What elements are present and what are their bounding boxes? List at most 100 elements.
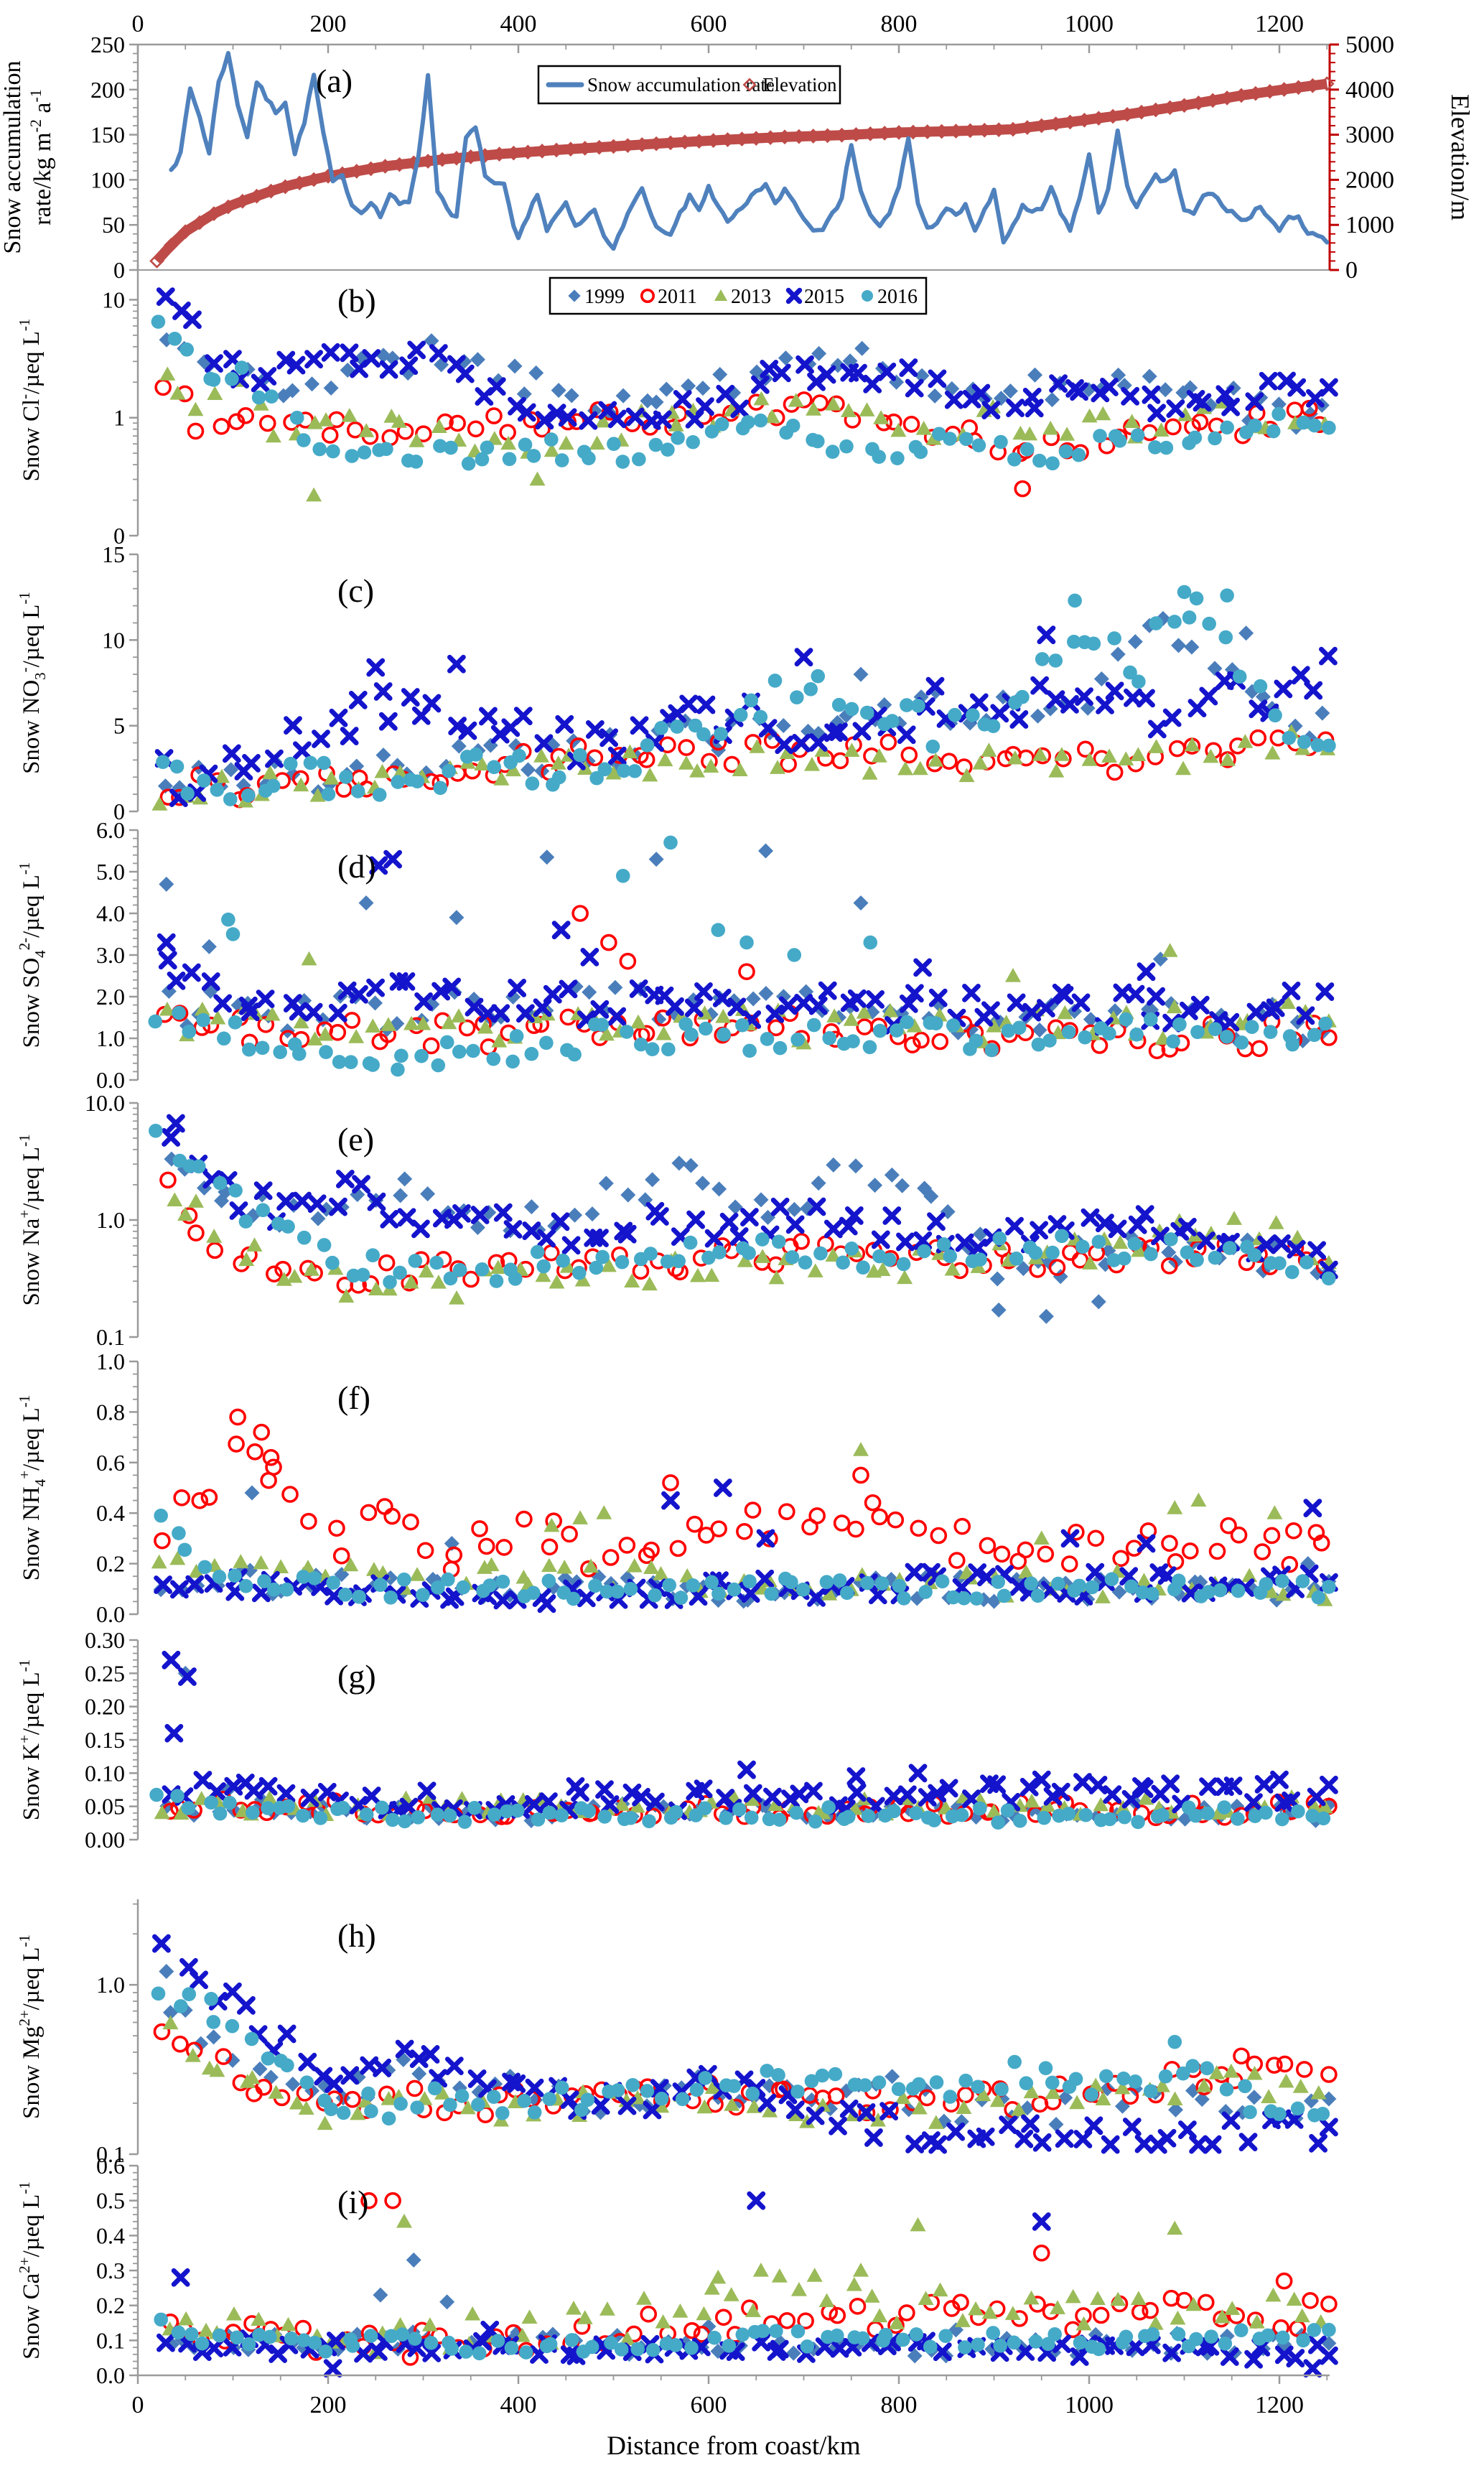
- series-2015-panel-b: [156, 287, 1338, 430]
- svg-text:0.0: 0.0: [96, 1067, 125, 1093]
- panel-letter-c: (c): [337, 572, 374, 609]
- y-axis-f: 1.0 0.8 0.6 0.4 0.2 0.0: [96, 1349, 139, 1627]
- svg-text:100: 100: [90, 167, 125, 192]
- svg-text:0: 0: [113, 257, 125, 283]
- y-axis-d: 6.0 5.0 4.0 3.0 2.0 1.0 0.0: [96, 817, 139, 1093]
- svg-text:0.2: 0.2: [96, 2293, 125, 2319]
- y-axis-a-title: Snow accumulation rate/kg m-2 a-1: [0, 60, 56, 253]
- svg-text:0.10: 0.10: [85, 1760, 125, 1786]
- svg-text:1.0: 1.0: [96, 1207, 125, 1233]
- svg-text:15: 15: [102, 541, 125, 567]
- svg-text:1200: 1200: [1255, 2392, 1304, 2418]
- panel-f: 1.0 0.8 0.6 0.4 0.2 0.0 Snow NH4+/µeq L-1 (f): [16, 1349, 1338, 1627]
- svg-text:1: 1: [113, 405, 125, 431]
- svg-text:150: 150: [90, 122, 125, 148]
- svg-text:600: 600: [691, 2392, 727, 2418]
- panel-letter-e: (e): [337, 1121, 374, 1158]
- legend-years: 1999 2011 2013 2015 2016: [549, 276, 928, 315]
- series-2016-panel-g: [149, 1787, 1331, 1830]
- panel-letter-f: (f): [337, 1379, 370, 1416]
- series-elevation: [149, 76, 1335, 269]
- svg-text:Snow Mg2+/µeq L-1: Snow Mg2+/µeq L-1: [16, 1934, 45, 2119]
- svg-text:0.20: 0.20: [85, 1694, 125, 1720]
- svg-text:Snow Na+/µeq L-1: Snow Na+/µeq L-1: [16, 1134, 45, 1305]
- svg-text:10: 10: [102, 287, 125, 312]
- panel-g: 0.30 0.25 0.20 0.15 0.10 0.05 0.00 Snow K+/µeq …: [16, 1627, 1338, 1853]
- panel-i: 0.6 0.5 0.4 0.3 0.2 0.1 0.0 Snow Ca2+/µeq L-1 (i…: [16, 2153, 1338, 2461]
- svg-text:0: 0: [132, 2392, 144, 2418]
- svg-text:0.4: 0.4: [96, 1500, 125, 1526]
- svg-text:4000: 4000: [1345, 77, 1394, 103]
- svg-text:Snow accumulation: Snow accumulation: [0, 60, 26, 253]
- svg-text:1000: 1000: [1345, 212, 1394, 238]
- svg-text:0: 0: [132, 11, 144, 37]
- y-axis-g: 0.30 0.25 0.20 0.15 0.10 0.05 0.00: [85, 1627, 139, 1853]
- legend-year-2011: 2011: [658, 286, 697, 308]
- svg-text:10: 10: [102, 627, 125, 653]
- panel-h: 1.0 0.1 Snow Mg2+/µeq L-1 (h): [16, 1899, 1338, 2167]
- panel-letter-i: (i): [337, 2184, 368, 2220]
- svg-text:4.0: 4.0: [96, 900, 125, 926]
- svg-text:5: 5: [113, 713, 125, 739]
- elevation-axis-title: Elevation/m: [1446, 94, 1475, 220]
- svg-text:0.1: 0.1: [96, 1324, 125, 1350]
- svg-text:Snow NO3-/µeq L-1: Snow NO3-/µeq L-1: [16, 592, 49, 774]
- svg-text:Snow K+/µeq L-1: Snow K+/µeq L-1: [16, 1659, 45, 1820]
- series-2015-panel-h: [151, 1934, 1338, 2154]
- svg-text:400: 400: [500, 11, 537, 37]
- svg-text:rate/kg m-2 a-1: rate/kg m-2 a-1: [27, 89, 56, 225]
- svg-text:400: 400: [500, 2392, 537, 2418]
- legend-year-1999: 1999: [584, 286, 625, 308]
- svg-text:0.1: 0.1: [96, 2141, 125, 2167]
- svg-text:0.0: 0.0: [96, 1601, 125, 1627]
- panel-c: 15 10 5 0 Snow NO3-/µeq L-1 (c): [16, 541, 1338, 824]
- svg-text:2.0: 2.0: [96, 984, 125, 1010]
- svg-text:0.15: 0.15: [85, 1727, 125, 1753]
- svg-text:2000: 2000: [1345, 167, 1394, 193]
- svg-text:0: 0: [1345, 257, 1358, 284]
- panel-letter-h: (h): [337, 1917, 376, 1954]
- svg-text:1.0: 1.0: [96, 1972, 125, 1998]
- svg-text:10.0: 10.0: [85, 1090, 125, 1116]
- svg-text:0: 0: [113, 523, 125, 549]
- svg-text:0.6: 0.6: [96, 1450, 125, 1476]
- panel-d: 6.0 5.0 4.0 3.0 2.0 1.0 0.0 Snow SO42-/µeq L-1 (…: [16, 817, 1338, 1093]
- svg-text:6.0: 6.0: [96, 817, 125, 843]
- svg-text:5000: 5000: [1345, 32, 1394, 58]
- svg-text:800: 800: [881, 11, 918, 37]
- series-2016-panel-i: [154, 2312, 1336, 2361]
- panel-letter-d: (d): [337, 848, 376, 885]
- legend-year-2015: 2015: [804, 286, 844, 308]
- panel-letter-g: (g): [337, 1658, 376, 1695]
- series-accumulation: [169, 51, 1330, 251]
- series-2016-panel-h: [151, 1986, 1330, 2126]
- svg-text:5.0: 5.0: [96, 859, 125, 885]
- x-axis-title: Distance from coast/km: [607, 2431, 861, 2461]
- series-2016-panel-e: [148, 1123, 1336, 1290]
- series-2016-panel-c: [156, 585, 1336, 806]
- svg-text:0.4: 0.4: [96, 2222, 125, 2248]
- y-axis-h: 1.0 0.1: [96, 1899, 139, 2167]
- y-axis-c: 15 10 5 0: [102, 541, 139, 824]
- svg-text:0.8: 0.8: [96, 1399, 125, 1425]
- svg-text:250: 250: [90, 32, 125, 57]
- panel-letter-a: (a): [316, 62, 353, 99]
- x-axis-bottom: 0 200 400 600 800 1000 1200 Distance from coast…: [132, 2374, 1330, 2461]
- svg-text:0.1: 0.1: [96, 2327, 125, 2353]
- svg-text:0.2: 0.2: [96, 1551, 125, 1577]
- svg-text:1000: 1000: [1065, 2392, 1114, 2418]
- svg-text:0.00: 0.00: [85, 1827, 125, 1853]
- svg-text:0.5: 0.5: [96, 2188, 125, 2214]
- svg-text:1000: 1000: [1065, 11, 1114, 37]
- svg-text:3000: 3000: [1345, 122, 1394, 149]
- x-axis-top: 0 200 400 600 800 1000 1200: [132, 11, 1330, 53]
- y-axis-a-left: 0 50 100 150 200 250: [90, 32, 1330, 283]
- svg-text:0.0: 0.0: [96, 2362, 125, 2388]
- panel-a: 0 200 400 600 800 1000 1200 0 50 100 150 200 250 0 100…: [0, 11, 1475, 284]
- svg-text:0.3: 0.3: [96, 2258, 125, 2283]
- series-2011-panel-d: [156, 905, 1338, 1060]
